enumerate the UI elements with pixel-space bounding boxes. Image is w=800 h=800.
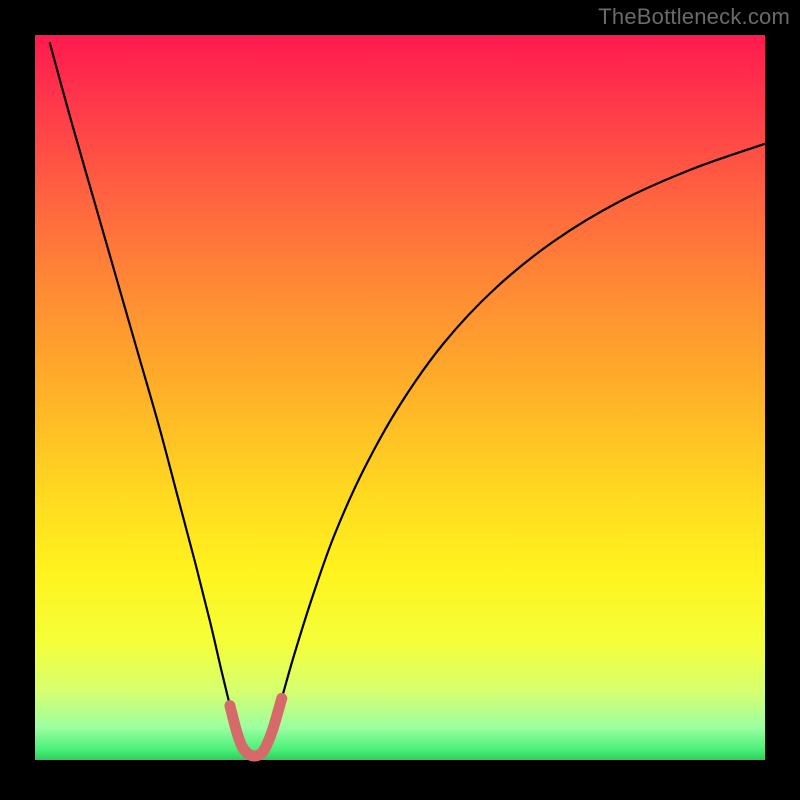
plot-area — [35, 35, 765, 760]
watermark-text: TheBottleneck.com — [598, 4, 790, 30]
bottleneck-chart — [0, 0, 800, 800]
figure-root: TheBottleneck.com — [0, 0, 800, 800]
